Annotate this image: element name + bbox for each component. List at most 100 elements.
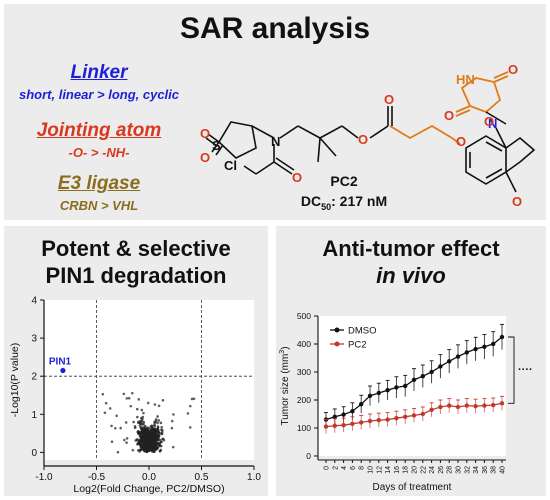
series-point: [367, 393, 373, 398]
tumor-ylabel-main: Tumor size (mm: [280, 354, 291, 426]
series-point: [499, 334, 505, 340]
volcano-point: [153, 438, 157, 442]
compound-name: PC2: [330, 173, 357, 189]
degradation-title-2: PIN1 degradation: [45, 263, 227, 288]
volcano-point: [192, 397, 196, 401]
volcano-point: [186, 412, 190, 415]
series-point: [455, 354, 461, 359]
volcano-point: [154, 418, 158, 421]
atom-o-glut1: O: [508, 62, 518, 77]
tumor-x-tick-label: 34: [473, 466, 480, 474]
series-point: [367, 418, 373, 424]
volcano-y-tick-label: 0: [31, 448, 37, 459]
tumor-ylabel-sup: 3: [279, 350, 286, 354]
volcano-point: [154, 448, 157, 452]
series-point: [473, 346, 478, 352]
series-point: [376, 417, 381, 423]
volcano-point: [152, 440, 155, 444]
tumor-x-tick-label: 12: [376, 466, 383, 474]
volcano-point: [150, 448, 153, 451]
volcano-point: [145, 440, 149, 444]
volcano-point: [137, 431, 141, 435]
series-point: [464, 350, 469, 355]
linker-heading: Linker: [4, 62, 194, 84]
volcano-point: [153, 420, 157, 423]
tumor-plot-area: [318, 316, 506, 456]
pin1-label: PIN1: [49, 356, 72, 367]
series-point: [420, 411, 425, 417]
volcano-point: [137, 442, 140, 445]
tumor-x-tick-label: 6: [350, 466, 357, 470]
legend-label: PC2: [348, 340, 366, 351]
volcano-point: [153, 424, 156, 428]
volcano-x-tick-label: -0.5: [88, 472, 106, 483]
volcano-point: [146, 443, 150, 446]
volcano-x-tick-label: 1.0: [247, 472, 261, 483]
pin1-point: [60, 367, 66, 374]
series-point: [482, 344, 487, 349]
atom-o-imide1: O: [484, 114, 494, 129]
series-point: [429, 369, 434, 375]
dc50-label: DC: [301, 193, 321, 209]
volcano-point: [156, 415, 159, 418]
volcano-point: [147, 432, 151, 436]
volcano-y-tick-label: 2: [31, 372, 37, 383]
volcano-points: PIN1: [49, 356, 196, 454]
volcano-point: [143, 440, 146, 443]
series-point: [332, 414, 337, 419]
volcano-point: [188, 426, 192, 429]
structure-atoms: O O S N Cl O O O O N O O HN O O: [200, 62, 522, 209]
significance-label: ····: [518, 364, 533, 376]
tumor-panel: Anti-tumor effect in vivo 0 100 200 300 400 5…: [276, 226, 546, 496]
series-point: [499, 401, 505, 406]
tumor-y-tick-label: 100: [297, 423, 311, 433]
volcano-point: [171, 445, 175, 449]
volcano-point: [170, 426, 174, 430]
volcano-point: [110, 440, 114, 443]
series-point: [420, 374, 425, 379]
tumor-x-tick-label: 24: [429, 466, 436, 474]
volcano-point: [135, 407, 139, 411]
tumor-title-2: in vivo: [376, 263, 446, 288]
volcano-point: [152, 428, 155, 431]
volcano-point: [139, 437, 143, 441]
volcano-axes: -1.0 -0.5 0.0 0.5 1.0 0 1 2 3 4: [31, 296, 261, 484]
tumor-series: [323, 323, 505, 434]
tumor-x-tick-label: 18: [403, 466, 410, 474]
atom-n-imide: N: [488, 116, 497, 131]
volcano-point: [131, 448, 135, 452]
significance-bracket: ····: [508, 336, 533, 404]
volcano-x-tick-label: 0.5: [195, 472, 209, 483]
series-point: [385, 388, 390, 393]
volcano-point: [116, 450, 120, 454]
volcano-point: [146, 448, 150, 451]
tumor-x-tick-label: 32: [464, 466, 471, 474]
structure-ether-bond: [451, 137, 461, 145]
series-point: [403, 383, 408, 389]
volcano-point: [122, 392, 126, 396]
volcano-point: [144, 428, 148, 432]
volcano-point: [188, 404, 192, 408]
volcano-point: [158, 449, 162, 453]
volcano-point: [156, 421, 159, 425]
legend-marker: [334, 327, 340, 333]
volcano-point: [103, 411, 107, 415]
volcano-point: [123, 438, 126, 442]
series-point: [491, 402, 496, 408]
volcano-ylabel: -Log10(P value): [9, 343, 21, 418]
tumor-xlabel: Days of treatment: [373, 482, 452, 493]
volcano-point: [146, 401, 150, 405]
series-point: [464, 403, 469, 408]
atom-o-amide: O: [292, 170, 302, 185]
volcano-point: [129, 404, 133, 408]
tumor-x-tick-label: 20: [412, 466, 419, 474]
volcano-point: [136, 415, 139, 419]
volcano-point: [153, 403, 157, 406]
legend-label: DMSO: [348, 326, 377, 337]
tumor-x-tick-label: 14: [385, 466, 392, 474]
e3-detail: CRBN > VHL: [59, 198, 139, 213]
volcano-point: [108, 407, 112, 410]
sar-panel: SAR analysis Linker short, linear > long…: [4, 4, 546, 220]
volcano-point: [190, 397, 194, 401]
